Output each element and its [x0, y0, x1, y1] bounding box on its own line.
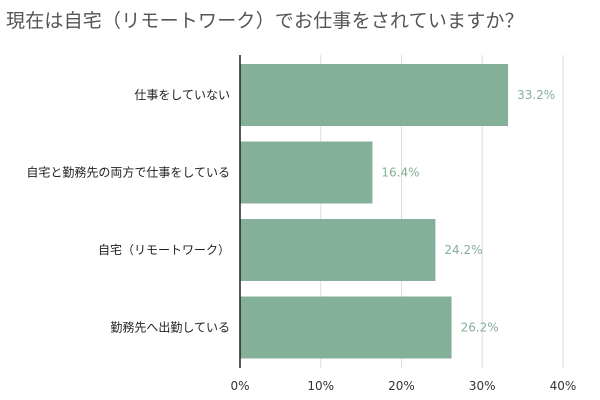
- x-tick-label: 30%: [469, 379, 496, 393]
- bar: [240, 219, 436, 281]
- category-label: 勤務先へ出勤している: [110, 321, 230, 335]
- chart-title: 現在は自宅（リモートワーク）でお仕事をされていますか？: [6, 10, 524, 32]
- bar: [240, 141, 373, 204]
- bar-value-label: 33.2%: [517, 88, 555, 102]
- category-label: 自宅と勤務先の両方で仕事をしている: [26, 165, 230, 180]
- x-tick-label: 20%: [388, 379, 415, 393]
- x-tick-label: 10%: [307, 379, 334, 393]
- bars: [240, 64, 509, 359]
- category-label: 仕事をしていない: [134, 88, 230, 102]
- bar-value-label: 24.2%: [444, 243, 482, 257]
- x-tick-label: 0%: [230, 379, 249, 393]
- x-tick-label: 40%: [550, 379, 577, 393]
- bar: [240, 64, 509, 126]
- value-labels: 33.2% 16.4% 24.2% 26.2%: [381, 88, 555, 335]
- category-label: 自宅（リモートワーク）: [98, 242, 230, 257]
- x-axis-ticks: 0% 10% 20% 30% 40%: [230, 379, 576, 393]
- bar-value-label: 26.2%: [461, 321, 499, 335]
- bar: [240, 296, 452, 359]
- bar-value-label: 16.4%: [381, 166, 419, 180]
